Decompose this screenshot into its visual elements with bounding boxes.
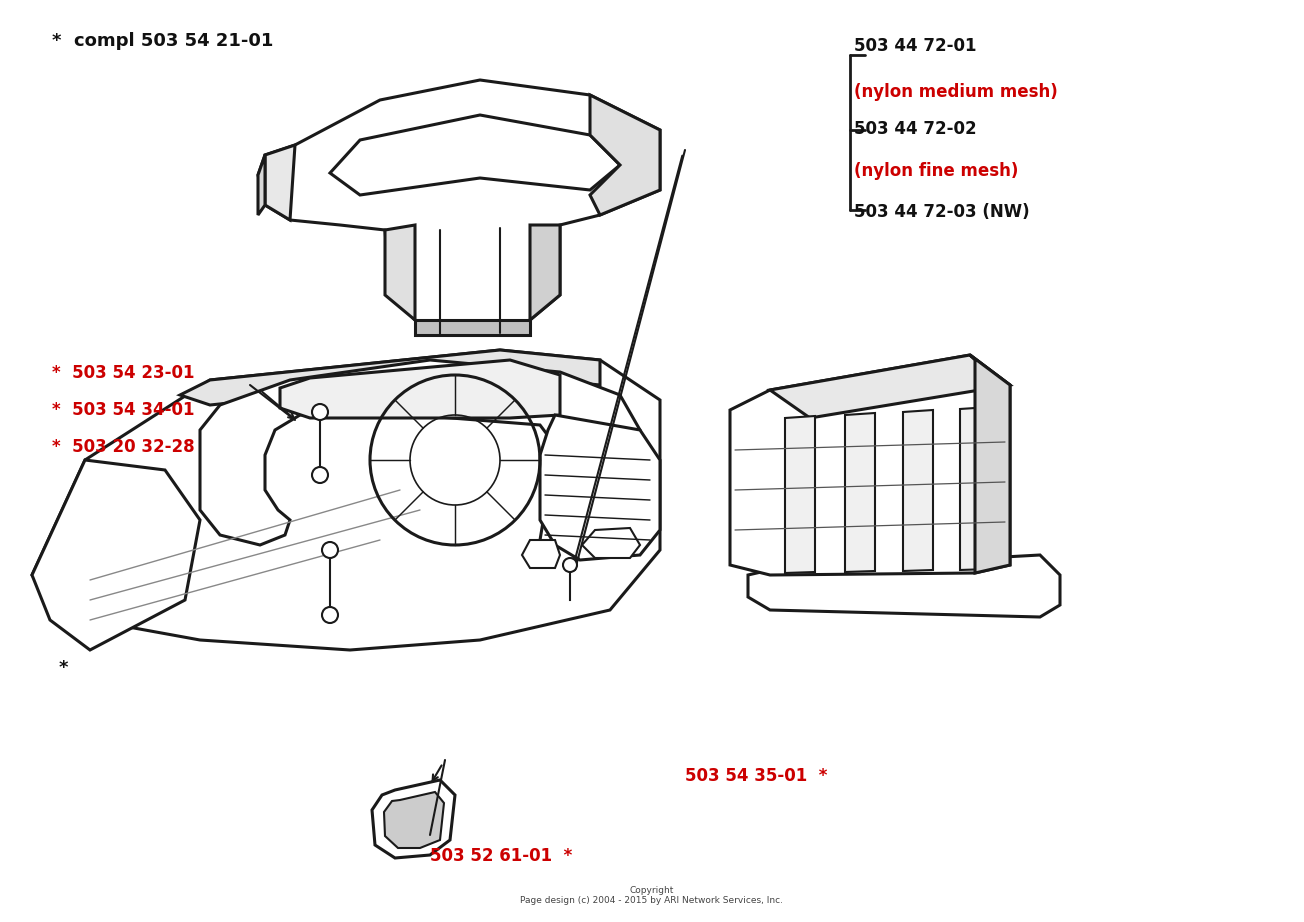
Circle shape [312,404,329,420]
Polygon shape [730,355,1011,575]
Polygon shape [582,528,640,558]
Text: 503 44 72-03 (NW): 503 44 72-03 (NW) [854,203,1030,221]
Text: *  compl 503 54 21-01: * compl 503 54 21-01 [52,32,274,51]
Text: (nylon fine mesh): (nylon fine mesh) [854,161,1018,180]
Text: 503 52 61-01  *: 503 52 61-01 * [430,846,572,865]
Text: *  503 54 34-01: * 503 54 34-01 [52,401,194,420]
Text: 503 44 72-02: 503 44 72-02 [854,120,977,138]
Polygon shape [902,410,932,571]
Text: *: * [59,659,68,678]
Polygon shape [785,416,815,573]
Polygon shape [589,95,660,215]
Polygon shape [845,413,875,572]
Polygon shape [960,407,990,570]
Polygon shape [180,350,600,405]
Circle shape [563,558,576,572]
Text: *  503 54 23-01: * 503 54 23-01 [52,364,194,383]
Polygon shape [265,145,295,220]
Text: ARI PartStream™: ARI PartStream™ [464,457,596,472]
Polygon shape [33,460,200,650]
Polygon shape [383,792,443,848]
Circle shape [322,607,338,623]
Polygon shape [970,355,1011,573]
Polygon shape [540,415,660,560]
Text: *  503 20 32-28: * 503 20 32-28 [52,438,194,456]
Polygon shape [529,225,559,320]
Polygon shape [748,555,1060,617]
Text: 503 54 35-01  *: 503 54 35-01 * [685,767,827,786]
Polygon shape [522,540,559,568]
Polygon shape [200,360,640,545]
Circle shape [322,542,338,558]
Polygon shape [33,350,660,650]
Text: (nylon medium mesh): (nylon medium mesh) [854,83,1058,101]
Polygon shape [415,320,529,335]
Polygon shape [330,115,619,195]
Polygon shape [372,780,455,858]
Text: Copyright
Page design (c) 2004 - 2015 by ARI Network Services, Inc.: Copyright Page design (c) 2004 - 2015 by… [520,886,784,905]
Polygon shape [258,80,660,335]
Polygon shape [769,355,1011,418]
Polygon shape [280,360,559,418]
Polygon shape [258,155,265,215]
Circle shape [312,467,329,483]
Text: 503 44 72-01: 503 44 72-01 [854,37,977,55]
Polygon shape [385,225,415,320]
